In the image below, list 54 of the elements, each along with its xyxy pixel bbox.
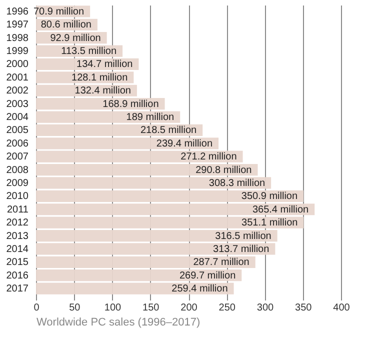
data-label: 351.1 million <box>242 218 298 229</box>
data-label: 308.3 million <box>208 178 266 189</box>
y-tick-label: 2007 <box>6 152 29 163</box>
y-tick-label: 1997 <box>6 20 29 31</box>
x-tick-label: 300 <box>256 302 274 314</box>
y-tick-label: 2003 <box>6 98 29 110</box>
data-label: 313.7 million <box>213 244 270 255</box>
y-tick-label: 2016 <box>6 270 29 282</box>
data-label: 350.9 million <box>241 191 298 202</box>
data-label: 189 million <box>126 112 174 124</box>
y-tick-label: 2017 <box>6 284 29 295</box>
x-axis-title: Worldwide PC sales (1996–2017) <box>36 316 200 328</box>
data-label: 287.7 million <box>193 257 250 268</box>
data-label: 239.4 million <box>156 138 213 150</box>
y-tick-label: 2001 <box>6 72 29 84</box>
x-tick-label: 150 <box>142 302 160 314</box>
data-label: 269.7 million <box>179 270 236 282</box>
data-label: 128.1 million <box>72 72 128 84</box>
y-tick-label: 1996 <box>6 6 29 18</box>
x-tick-label: 0 <box>34 302 40 314</box>
data-label: 218.5 million <box>140 125 197 136</box>
y-tick-label: 2015 <box>6 257 29 268</box>
y-tick-label: 2000 <box>6 59 29 70</box>
y-tick-label: 2002 <box>6 86 29 97</box>
data-label: 316.5 million <box>215 230 272 242</box>
y-tick-label: 2004 <box>6 112 29 124</box>
y-tick-label: 2006 <box>6 138 29 150</box>
y-tick-label: 2011 <box>6 204 29 216</box>
y-tick-label: 2012 <box>6 218 29 229</box>
data-label: 290.8 million <box>196 164 252 176</box>
x-tick-label: 250 <box>218 302 236 314</box>
y-tick-label: 1999 <box>6 46 29 58</box>
y-tick-label: 1998 <box>6 32 29 44</box>
x-tick-label: 400 <box>333 302 350 314</box>
data-label: 70.9 million <box>33 6 84 18</box>
data-label: 168.9 million <box>102 98 159 110</box>
x-tick-label: 100 <box>104 302 122 314</box>
y-tick-label: 2010 <box>6 191 29 202</box>
y-tick-label: 2008 <box>6 164 29 176</box>
data-label: 365.4 million <box>252 204 309 216</box>
y-tick-label: 2009 <box>6 178 29 189</box>
data-label: 271.2 million <box>180 152 237 163</box>
data-label: 80.6 million <box>40 20 92 31</box>
data-label: 113.5 million <box>61 46 117 58</box>
y-tick-label: 2014 <box>6 244 29 255</box>
y-tick-label: 2005 <box>6 125 29 136</box>
data-label: 92.9 million <box>50 32 101 44</box>
data-label: 259.4 million <box>172 284 228 295</box>
x-tick-label: 50 <box>69 302 81 314</box>
data-label: 132.4 million <box>74 86 131 97</box>
x-tick-label: 350 <box>295 302 312 314</box>
y-tick-label: 2013 <box>6 230 29 242</box>
x-tick-label: 200 <box>180 302 198 314</box>
data-label: 134.7 million <box>76 59 133 70</box>
